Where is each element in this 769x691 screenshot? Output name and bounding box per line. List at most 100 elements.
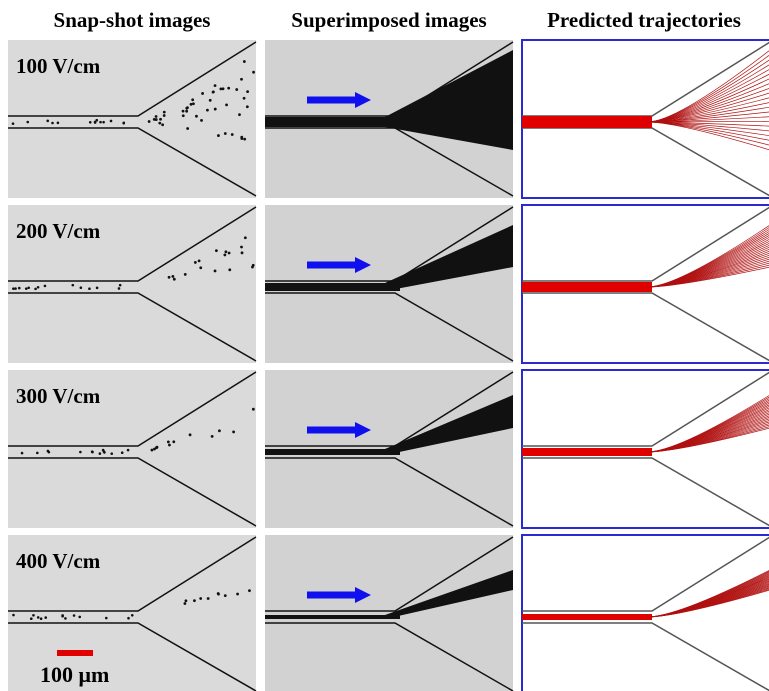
particle (40, 617, 43, 620)
panel-background (522, 535, 769, 691)
particle (214, 84, 217, 87)
particle (198, 260, 201, 263)
particle (228, 268, 231, 271)
particle (91, 450, 94, 453)
particle (61, 614, 64, 617)
particle (122, 121, 125, 124)
particle-band (265, 117, 400, 127)
panel-background (265, 535, 513, 691)
particle (244, 236, 247, 239)
particle (206, 109, 209, 112)
panels: 100 V/cm200 V/cm300 V/cm400 V/cm (8, 40, 769, 691)
predicted-band (522, 116, 652, 128)
particle (47, 450, 50, 453)
particle (248, 589, 251, 592)
particle (225, 104, 228, 107)
predicted-band (522, 448, 652, 456)
scale-bar-label: 100 μm (40, 662, 109, 687)
particle (79, 451, 82, 454)
particle (185, 110, 188, 113)
particle (27, 286, 30, 289)
particle (71, 284, 74, 287)
panel (265, 40, 513, 198)
particle (183, 602, 186, 605)
particle (155, 118, 158, 121)
panel (265, 205, 513, 363)
particle (118, 287, 121, 290)
particle (163, 111, 166, 114)
particle (161, 123, 164, 126)
particle (172, 440, 175, 443)
particle (37, 286, 40, 289)
particle (110, 452, 113, 455)
particle (236, 593, 239, 596)
particle (167, 441, 170, 444)
particle (73, 614, 76, 617)
row-label: 100 V/cm (16, 54, 101, 78)
particle (199, 597, 202, 600)
particle (224, 132, 227, 135)
particle (156, 446, 159, 449)
particle (207, 597, 210, 600)
particle (185, 107, 188, 110)
particle (243, 97, 246, 100)
particle (119, 284, 122, 287)
particle (194, 261, 197, 264)
figure: Snap-shot images Superimposed images Pre… (0, 0, 769, 691)
particle (173, 278, 176, 281)
particle (240, 78, 243, 81)
particle (36, 452, 39, 455)
particle (12, 122, 15, 125)
particle (243, 60, 246, 63)
particle (218, 429, 221, 432)
particle-band (265, 615, 400, 619)
particle (184, 273, 187, 276)
particle (21, 452, 24, 455)
particle (171, 275, 174, 278)
particle (14, 287, 17, 290)
particle (168, 276, 171, 279)
column-title: Predicted trajectories (547, 8, 741, 32)
particle (190, 103, 193, 106)
particle (212, 90, 215, 93)
particle (158, 122, 161, 125)
particle (240, 246, 243, 249)
particle (32, 614, 35, 617)
particle (217, 134, 220, 137)
particle (88, 287, 91, 290)
particle (89, 121, 92, 124)
particle (102, 121, 105, 124)
particle (148, 120, 151, 123)
particle (44, 285, 47, 288)
particle (199, 266, 202, 269)
particle (227, 87, 230, 90)
particle (201, 92, 204, 95)
particle (105, 617, 108, 620)
particle (209, 99, 212, 102)
panel (522, 535, 769, 691)
panel (265, 370, 513, 528)
particle (189, 433, 192, 436)
particle (182, 110, 185, 113)
particle (121, 451, 124, 454)
particle (37, 616, 40, 619)
row-label: 400 V/cm (16, 549, 101, 573)
particle (214, 270, 217, 273)
particle (110, 120, 113, 123)
panel (522, 205, 769, 363)
particle (153, 448, 156, 451)
particle (235, 88, 238, 91)
row-label: 200 V/cm (16, 219, 101, 243)
particle (182, 114, 185, 117)
particle (241, 251, 244, 254)
scale-bar (57, 650, 93, 656)
particle (200, 119, 203, 122)
particle (12, 614, 15, 617)
particle (186, 127, 189, 130)
particle (94, 121, 97, 124)
particle (96, 287, 99, 290)
particle (131, 614, 134, 617)
particle (30, 617, 33, 620)
particle (211, 435, 214, 438)
particle (168, 444, 171, 447)
